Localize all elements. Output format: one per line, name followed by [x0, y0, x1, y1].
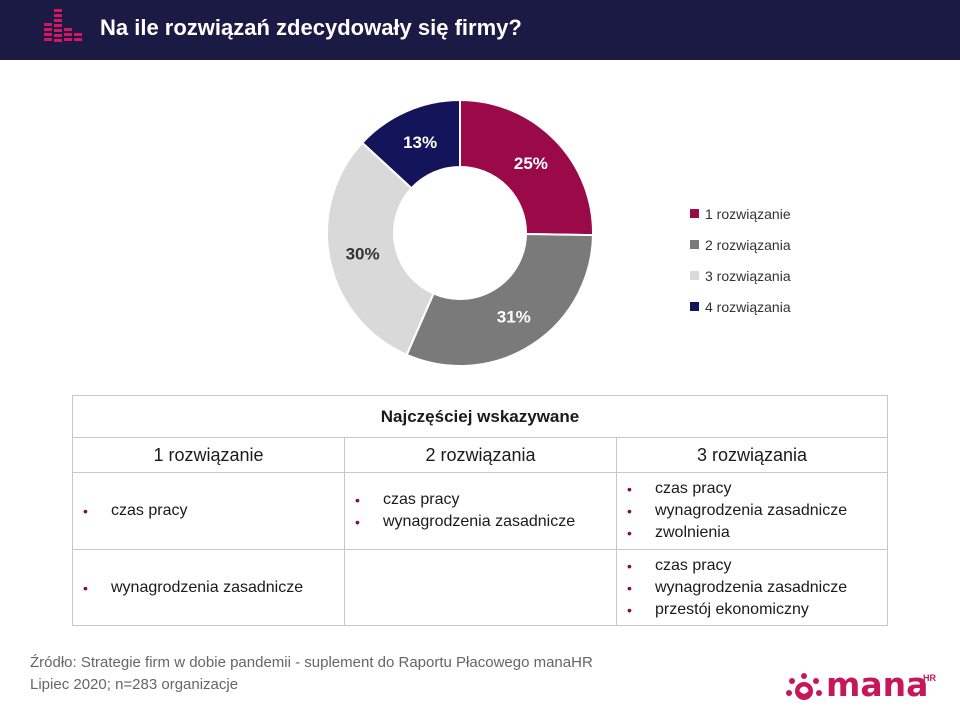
donut-slice — [326, 141, 435, 357]
list-item: • wynagrodzenia zasadnicze — [83, 577, 344, 599]
column-header: 1 rozwiązanie — [73, 438, 345, 472]
table-header-row: 1 rozwiązanie 2 rozwiązania 3 rozwiązani… — [73, 438, 887, 473]
table-heading: Najczęściej wskazywane — [73, 396, 887, 438]
legend-item: 1 rozwiązanie — [690, 198, 791, 229]
bar-chart-icon — [44, 9, 82, 42]
legend-swatch — [690, 240, 699, 249]
column-header: 2 rozwiązania — [345, 438, 617, 472]
legend-item: 4 rozwiązania — [690, 291, 791, 322]
list-item: • czas pracy — [355, 489, 616, 511]
donut-chart: 25% 31% 30% 13% — [300, 90, 630, 380]
list-item: • wynagrodzenia zasadnicze — [627, 500, 887, 522]
list-item: • czas pracy — [83, 500, 344, 522]
table-cell — [345, 550, 617, 626]
table-cell: • czas pracy — [73, 473, 345, 549]
brand-name: mana — [826, 665, 929, 704]
bullet-icon: • — [83, 503, 88, 519]
bullet-icon: • — [355, 492, 360, 508]
table-cell: • wynagrodzenia zasadnicze — [73, 550, 345, 626]
list-item-text: wynagrodzenia zasadnicze — [655, 502, 848, 519]
list-item-text: czas pracy — [383, 491, 460, 508]
source-line: Źródło: Strategie firm w dobie pandemii … — [30, 654, 593, 671]
table-cell: • czas pracy • wynagrodzenia zasadnicze — [345, 473, 617, 549]
legend-swatch — [690, 271, 699, 280]
chart-legend: 1 rozwiązanie 2 rozwiązania 3 rozwiązania 4… — [690, 198, 791, 322]
list-item: • wynagrodzenia zasadnicze — [627, 577, 887, 599]
table-row: • czas pracy • czas pracy • wynagrodzenia za… — [73, 473, 887, 550]
slice-label: 31% — [497, 308, 531, 327]
list-item-text: zwolnienia — [655, 524, 730, 541]
bullet-icon: • — [355, 514, 360, 530]
list-item-text: wynagrodzenia zasadnicze — [383, 513, 576, 530]
legend-swatch — [690, 209, 699, 218]
list-item-text: przestój ekonomiczny — [655, 601, 809, 618]
source-note: Źródło: Strategie firm w dobie pandemii … — [30, 652, 593, 696]
donut-slice — [459, 98, 594, 237]
slice-label: 25% — [514, 154, 548, 173]
legend-label: 2 rozwiązania — [705, 236, 791, 253]
list-item-text: wynagrodzenia zasadnicze — [111, 579, 304, 596]
legend-label: 1 rozwiązanie — [705, 205, 791, 222]
donut-slice — [405, 233, 594, 367]
bullet-icon: • — [627, 580, 632, 596]
brand-suffix: HR — [923, 673, 936, 683]
slice-label: 30% — [346, 244, 380, 263]
legend-item: 3 rozwiązania — [690, 260, 791, 291]
donut-slice — [360, 98, 461, 190]
list-item: • przestój ekonomiczny — [627, 599, 887, 621]
bullet-icon: • — [627, 503, 632, 519]
bullet-icon: • — [627, 602, 632, 618]
bullet-icon: • — [627, 558, 632, 574]
table-cell: • czas pracy • wynagrodzenia zasadnicze • zwo… — [617, 473, 887, 549]
summary-table: Najczęściej wskazywane 1 rozwiązanie 2 r… — [72, 395, 888, 626]
bullet-icon: • — [627, 481, 632, 497]
list-item: • czas pracy — [627, 555, 887, 577]
donut-chart-svg: 25% 31% 30% 13% — [326, 98, 594, 367]
list-item: • czas pracy — [627, 478, 887, 500]
page-title: Na ile rozwiązań zdecydowały się firmy? — [100, 15, 522, 40]
list-item: • zwolnienia — [627, 522, 887, 544]
list-item-text: czas pracy — [111, 502, 188, 519]
legend-label: 3 rozwiązania — [705, 267, 791, 284]
list-item-text: czas pracy — [655, 480, 732, 497]
legend-label: 4 rozwiązania — [705, 298, 791, 315]
bullet-icon: • — [83, 580, 88, 596]
sun-icon — [786, 673, 822, 700]
header-bar: Na ile rozwiązań zdecydowały się firmy? — [0, 0, 960, 60]
legend-swatch — [690, 302, 699, 311]
table-row: • wynagrodzenia zasadnicze • czas pracy • wy… — [73, 550, 887, 626]
list-item: • wynagrodzenia zasadnicze — [355, 511, 616, 533]
source-line: Lipiec 2020; n=283 organizacje — [30, 676, 239, 693]
column-header: 3 rozwiązania — [696, 444, 808, 465]
legend-item: 2 rozwiązania — [690, 229, 791, 260]
slice-label: 13% — [403, 133, 437, 152]
list-item-text: wynagrodzenia zasadnicze — [655, 579, 848, 596]
table-cell: • czas pracy • wynagrodzenia zasadnicze • prz… — [617, 550, 887, 626]
list-item-text: czas pracy — [655, 557, 732, 574]
bullet-icon: • — [627, 525, 632, 541]
brand-logo: mana HR — [784, 665, 944, 705]
